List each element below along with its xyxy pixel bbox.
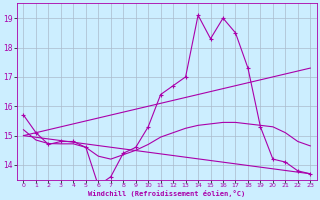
X-axis label: Windchill (Refroidissement éolien,°C): Windchill (Refroidissement éolien,°C)	[88, 190, 245, 197]
